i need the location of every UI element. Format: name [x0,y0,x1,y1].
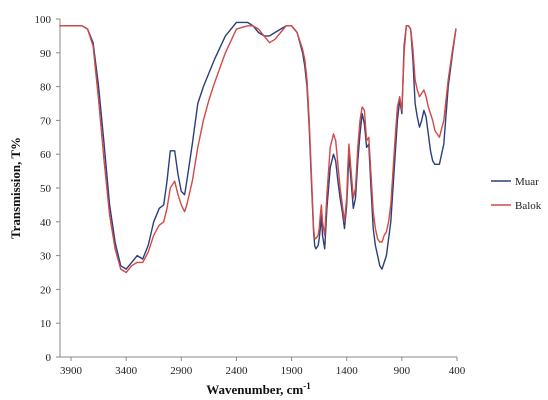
plot-area [59,19,457,358]
x-axis-title: Wavenumber, cm-1 [206,381,311,397]
legend-label-balok: Balok [515,200,542,212]
y-tick-label: 40 [40,217,52,229]
y-tick-label: 30 [40,251,52,263]
x-tick-label: 3900 [60,365,83,377]
y-tick-label: 60 [40,149,52,161]
x-tick-label: 2400 [225,365,248,377]
series-layer [59,21,457,274]
x-tick-label: 900 [394,365,411,377]
y-axis-title: Transmission, T% [8,137,23,239]
x-axis-ticks: 3900 3400 2900 2400 1900 1400 900 400 [60,357,466,377]
x-tick-label: 1400 [336,365,359,377]
x-tick-label: 400 [449,365,466,377]
x-tick-label: 2900 [170,365,193,377]
y-tick-label: 20 [40,284,52,296]
y-axis-ticks: 0 10 20 30 40 50 60 70 80 90 100 [35,14,60,364]
x-tick-label: 1900 [281,365,304,377]
y-tick-label: 0 [46,352,52,364]
legend-label-muar: Muar [515,176,539,188]
x-axis-title-text: Wavenumber, cm [206,382,303,397]
series-line-muar [59,21,457,270]
x-axis-title-superscript: -1 [303,381,311,391]
y-tick-label: 100 [35,14,52,26]
y-tick-label: 90 [40,48,52,60]
x-tick-label: 3400 [115,365,138,377]
y-tick-label: 10 [40,318,52,330]
y-tick-label: 70 [40,115,52,127]
series-line-balok [59,25,457,274]
legend: Muar Balok [491,176,542,212]
y-tick-label: 80 [40,82,52,94]
y-tick-label: 50 [40,183,52,195]
